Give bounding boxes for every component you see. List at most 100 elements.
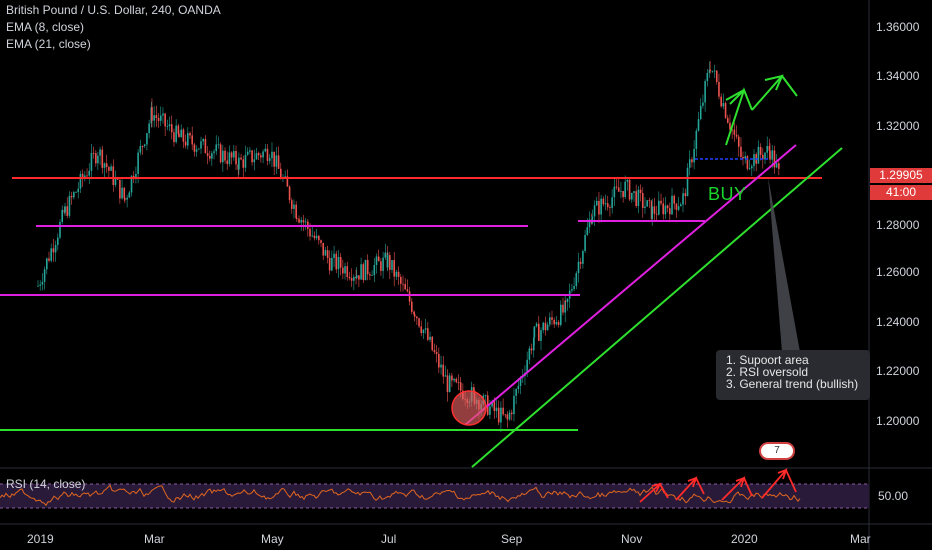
candle-body [773, 150, 776, 168]
candle-body [90, 152, 93, 171]
candle-body [48, 258, 50, 261]
candle-body [128, 192, 131, 198]
rsi-arrows [639, 468, 797, 503]
candle-body [286, 176, 289, 187]
candle-body [720, 96, 722, 107]
candle-body [268, 158, 271, 160]
projection-arrow-2[interactable] [751, 74, 798, 111]
candle-body [713, 70, 716, 72]
candle-body [675, 203, 678, 210]
notification-badge[interactable]: 7 [759, 442, 795, 460]
candle-body [639, 189, 642, 194]
candle-body [600, 198, 602, 215]
trendline-magenta[interactable] [464, 144, 797, 426]
candle-body [429, 336, 431, 340]
candle-body [624, 181, 626, 197]
candle-body [491, 401, 493, 407]
candle-body [500, 407, 502, 423]
candle-body [637, 189, 640, 207]
candle-body [173, 132, 175, 143]
candle-body [262, 151, 264, 158]
candle-body [260, 155, 262, 158]
candle-body [706, 72, 709, 82]
candle-body [424, 328, 427, 330]
candle-body [606, 203, 609, 208]
note-callout[interactable]: 1. Supoort area 2. RSI oversold 3. Gener… [716, 350, 870, 400]
candle-body [459, 382, 462, 391]
candle-body [355, 275, 358, 279]
candle-body [635, 191, 637, 207]
candle-body [442, 364, 445, 377]
candle-body [121, 187, 123, 199]
candle-body [224, 150, 226, 161]
candle-body [99, 149, 101, 156]
candle-body [484, 395, 487, 397]
candle-body [653, 206, 656, 214]
candle-body [395, 271, 398, 277]
time-tick: 2020 [731, 532, 758, 546]
candle-body [180, 129, 182, 138]
rsi-band [0, 484, 869, 508]
candle-body [313, 235, 316, 239]
candle-body [375, 256, 378, 265]
candle-body [757, 146, 760, 164]
candle-body [562, 304, 564, 313]
candle-body [157, 118, 160, 121]
candle-body [729, 122, 731, 130]
candle-body [420, 326, 423, 334]
candle-body [617, 187, 620, 192]
candle-body [764, 152, 766, 160]
candle-body [546, 324, 549, 331]
candle-body [77, 188, 80, 193]
candle-body [43, 269, 46, 282]
candle-body [699, 105, 702, 120]
candle-body [249, 150, 251, 152]
candle-body [135, 173, 137, 180]
symbol-legend[interactable]: British Pound / U.S. Dollar, 240, OANDA [6, 3, 221, 17]
price-tick: 1.34000 [876, 69, 920, 83]
candle-body [433, 350, 436, 353]
candle-body [162, 113, 164, 116]
candle-body [393, 260, 396, 277]
rsi-legend[interactable]: RSI (14, close) [6, 477, 86, 491]
candle-body [170, 124, 173, 133]
trendline-green[interactable] [471, 147, 843, 468]
candle-body [116, 179, 119, 180]
candle-body [86, 175, 88, 177]
candle-body [143, 144, 146, 147]
candle-body [64, 206, 66, 213]
candle-body [337, 256, 340, 270]
candle-body [768, 146, 771, 151]
candle-body [200, 141, 202, 149]
ema-fast-legend[interactable]: EMA (8, close) [6, 20, 85, 34]
candle-body [473, 387, 475, 391]
ema-slow-legend[interactable]: EMA (21, close) [6, 37, 91, 51]
candle-body [298, 218, 300, 223]
candle-body [300, 220, 303, 223]
candle-body [39, 284, 41, 286]
candle-body [350, 278, 353, 281]
candle-body [537, 323, 540, 341]
candle-body [320, 240, 322, 243]
candle-body [206, 153, 209, 156]
candle-body [557, 322, 560, 325]
support-highlight-circle[interactable] [451, 390, 487, 426]
candle-body [591, 216, 594, 224]
candle-body [59, 222, 61, 238]
candle-body [151, 107, 153, 121]
candle-body [215, 144, 218, 152]
candle-body [641, 193, 644, 208]
candle-body [233, 151, 235, 158]
candle-body [553, 319, 555, 325]
buy-label[interactable]: BUY [708, 184, 747, 204]
candle-body [588, 219, 591, 228]
candle-body [693, 148, 695, 163]
candle-body [177, 125, 180, 134]
candle-body [769, 150, 771, 160]
candle-body [288, 186, 291, 201]
candle-body [400, 276, 402, 284]
candle-body [489, 406, 491, 415]
candle-body [164, 113, 166, 127]
